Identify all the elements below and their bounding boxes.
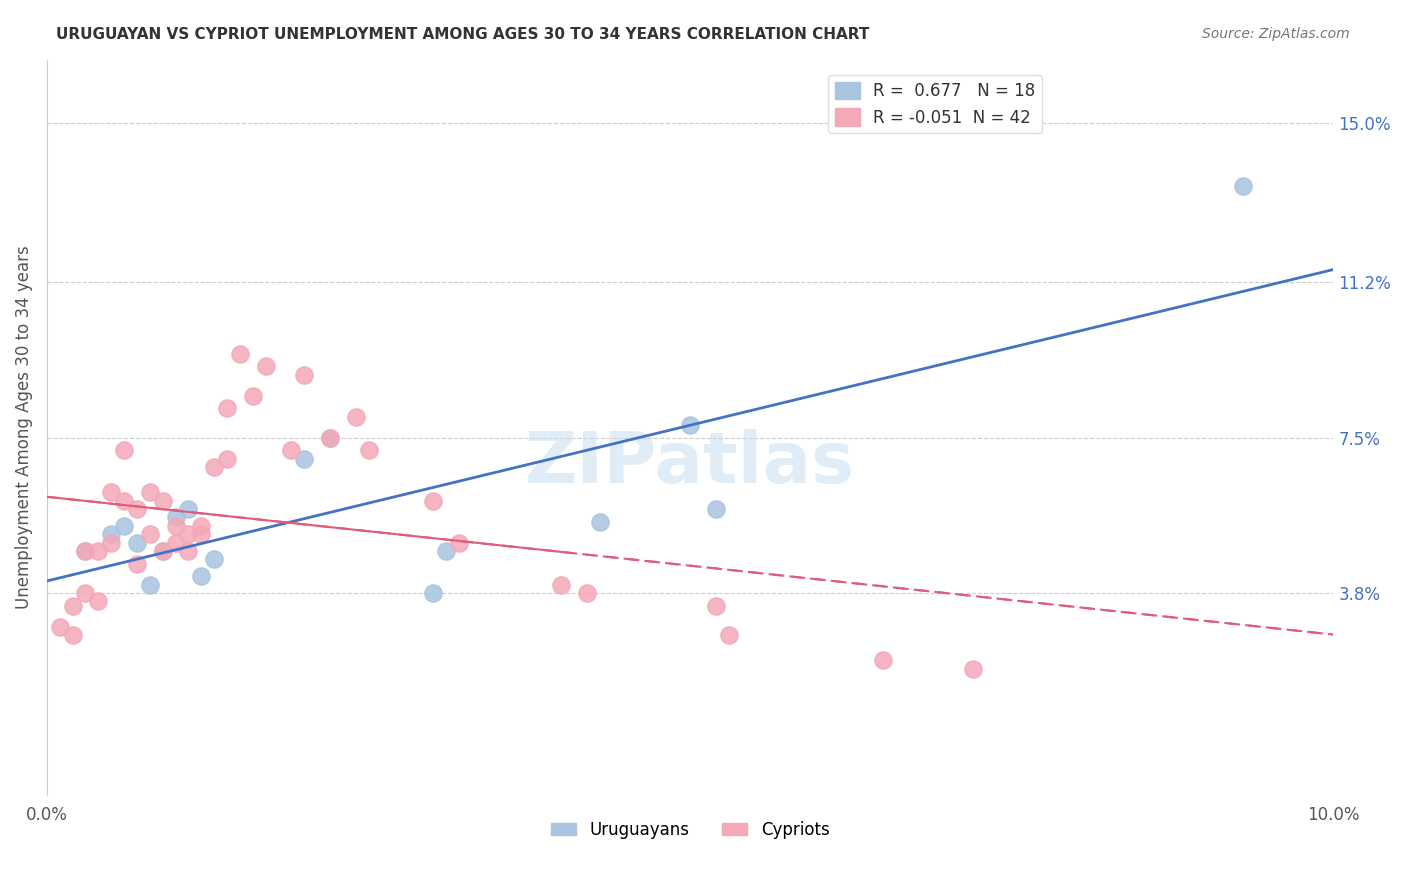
Text: URUGUAYAN VS CYPRIOT UNEMPLOYMENT AMONG AGES 30 TO 34 YEARS CORRELATION CHART: URUGUAYAN VS CYPRIOT UNEMPLOYMENT AMONG … <box>56 27 870 42</box>
Cypriots <box>177 544 200 558</box>
Cypriots <box>152 544 174 558</box>
Cypriots <box>87 594 110 608</box>
Cypriots <box>872 653 894 667</box>
Cypriots <box>177 527 200 541</box>
Cypriots <box>100 535 122 549</box>
Cypriots <box>75 544 97 558</box>
Cypriots <box>112 493 135 508</box>
Uruguayans <box>75 544 97 558</box>
Uruguayans <box>165 510 187 524</box>
Cypriots <box>125 557 148 571</box>
Text: Source: ZipAtlas.com: Source: ZipAtlas.com <box>1202 27 1350 41</box>
Cypriots <box>292 368 315 382</box>
Uruguayans <box>100 527 122 541</box>
Uruguayans <box>589 515 612 529</box>
Cypriots <box>139 527 162 541</box>
Uruguayans <box>422 586 444 600</box>
Cypriots <box>139 485 162 500</box>
Uruguayans <box>190 569 212 583</box>
Cypriots <box>576 586 599 600</box>
Cypriots <box>344 409 367 424</box>
Cypriots <box>202 460 225 475</box>
Cypriots <box>242 389 264 403</box>
Uruguayans <box>125 535 148 549</box>
Uruguayans <box>319 431 342 445</box>
Uruguayans <box>112 519 135 533</box>
Cypriots <box>165 535 187 549</box>
Cypriots <box>190 527 212 541</box>
Cypriots <box>447 535 470 549</box>
Cypriots <box>357 443 380 458</box>
Cypriots <box>62 628 84 642</box>
Cypriots <box>87 544 110 558</box>
Cypriots <box>550 577 572 591</box>
Cypriots <box>229 346 252 360</box>
Cypriots <box>704 599 727 613</box>
Cypriots <box>319 431 342 445</box>
Uruguayans <box>152 544 174 558</box>
Cypriots <box>125 502 148 516</box>
Cypriots <box>962 662 984 676</box>
Cypriots <box>152 493 174 508</box>
Cypriots <box>254 359 277 374</box>
Cypriots <box>165 519 187 533</box>
Text: ZIPatlas: ZIPatlas <box>524 429 855 499</box>
Cypriots <box>717 628 740 642</box>
Cypriots <box>190 519 212 533</box>
Cypriots <box>422 493 444 508</box>
Cypriots <box>112 443 135 458</box>
Uruguayans <box>434 544 457 558</box>
Legend: Uruguayans, Cypriots: Uruguayans, Cypriots <box>544 814 837 846</box>
Uruguayans <box>202 552 225 566</box>
Uruguayans <box>292 451 315 466</box>
Cypriots <box>100 485 122 500</box>
Cypriots <box>48 620 70 634</box>
Uruguayans <box>139 577 162 591</box>
Cypriots <box>280 443 302 458</box>
Uruguayans <box>704 502 727 516</box>
Cypriots <box>215 401 238 416</box>
Y-axis label: Unemployment Among Ages 30 to 34 years: Unemployment Among Ages 30 to 34 years <box>15 245 32 609</box>
Cypriots <box>62 599 84 613</box>
Uruguayans <box>177 502 200 516</box>
Uruguayans <box>1232 178 1254 193</box>
Cypriots <box>215 451 238 466</box>
Uruguayans <box>679 418 702 433</box>
Cypriots <box>75 586 97 600</box>
